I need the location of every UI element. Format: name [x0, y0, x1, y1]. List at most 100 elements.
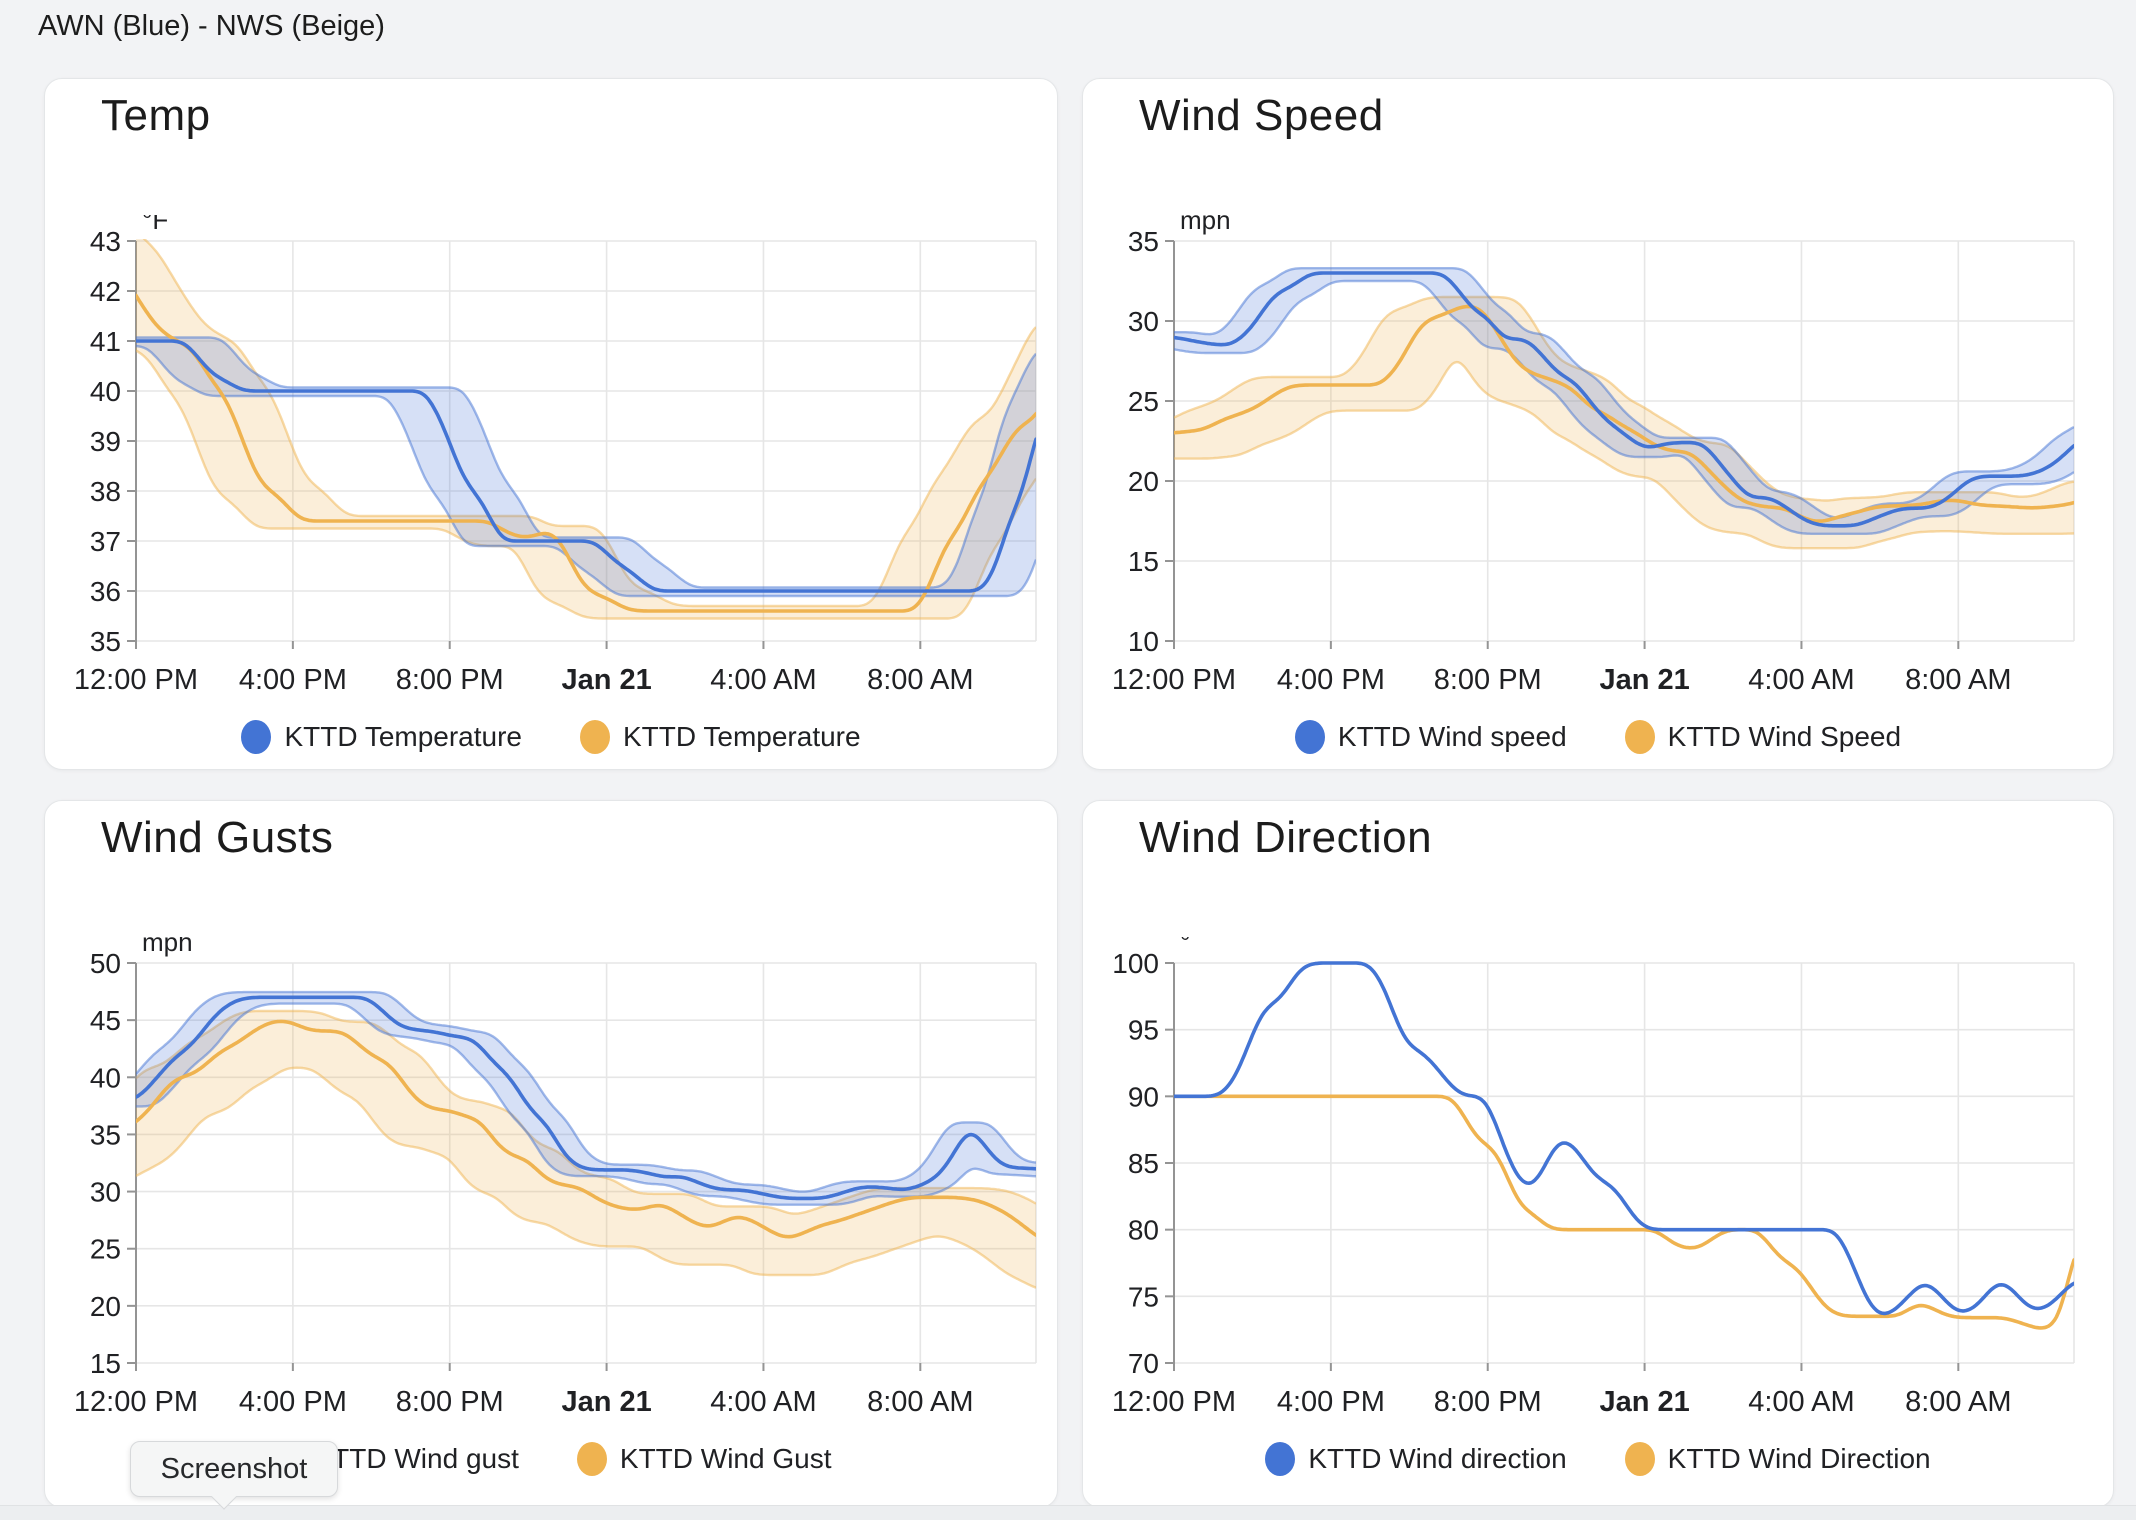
- x-tick-label: 8:00 PM: [396, 664, 504, 696]
- x-tick-label: 8:00 PM: [396, 1386, 504, 1418]
- temp-line-nws_beige: [136, 293, 1036, 613]
- wind-speed-band-awn_blue: [1174, 268, 2074, 534]
- legend-item-nws_beige[interactable]: KTTD Temperature: [580, 720, 861, 754]
- x-tick-label: 8:00 AM: [1905, 664, 2011, 696]
- temp-plot-area[interactable]: [136, 241, 1036, 641]
- wind-speed-band-edge: [1174, 267, 2074, 519]
- wind-speed-legend: KTTD Wind speed KTTD Wind Speed: [1083, 715, 2113, 759]
- legend-label: KTTD Temperature: [623, 721, 861, 752]
- x-tick-label: Jan 21: [1599, 1386, 1689, 1418]
- temp-band-edge: [142, 239, 1036, 608]
- y-tick-label: 36: [90, 576, 121, 607]
- x-tick-label: 4:00 AM: [710, 1386, 816, 1418]
- y-tick-label: 40: [90, 1062, 121, 1093]
- y-tick-label: 43: [90, 226, 121, 257]
- x-tick-label: Jan 21: [561, 1386, 651, 1418]
- y-tick-label: 90: [1128, 1081, 1159, 1112]
- x-tick-label: 8:00 AM: [867, 664, 973, 696]
- y-tick-label: 10: [1128, 626, 1159, 657]
- temp-band-awn_blue: [136, 337, 1036, 596]
- y-tick-label: 39: [90, 426, 121, 457]
- legend-item-nws_beige[interactable]: KTTD Wind Gust: [576, 1442, 832, 1476]
- y-axis-unit-label: mph: [1180, 215, 1231, 235]
- y-tick-label: 20: [90, 1291, 121, 1322]
- wind-gusts-band-nws_beige: [136, 1011, 1036, 1288]
- screenshot-tooltip: Screenshot: [130, 1441, 338, 1510]
- legend-dot-icon: [576, 1442, 607, 1476]
- legend-item-nws_beige[interactable]: KTTD Wind Direction: [1624, 1442, 1931, 1476]
- wind-speed-plot-area[interactable]: [1174, 241, 2074, 641]
- wind-direction-line-nws_beige: [1174, 1094, 2074, 1330]
- y-tick-label: 45: [90, 1005, 121, 1036]
- legend-dot-icon: [241, 720, 272, 754]
- legend-item-awn_blue[interactable]: KTTD Temperature: [241, 720, 522, 754]
- wind-speed-chart[interactable]: 35 30 25 20 15 10 12:00 PM 4:00 PM 8:00 PM Jan 21…: [1083, 215, 2095, 735]
- wind-direction-plot-area[interactable]: [1174, 963, 2074, 1363]
- temp-line-awn_blue: [136, 339, 1036, 593]
- x-tick-label: 4:00 AM: [1748, 1386, 1854, 1418]
- wind-direction-chart-title: Wind Direction: [1139, 813, 1433, 862]
- temp-band-edge: [136, 349, 1036, 620]
- y-tick-label: 25: [1128, 386, 1159, 417]
- x-tick-label: 12:00 PM: [1112, 1386, 1236, 1418]
- wind-gusts-band-edge: [136, 1002, 1036, 1206]
- y-tick-label: 75: [1128, 1281, 1159, 1312]
- wind-speed-band-edge: [1174, 295, 2074, 502]
- y-tick-label: 80: [1128, 1215, 1159, 1246]
- x-tick-label: 4:00 PM: [1277, 664, 1385, 696]
- legend-item-awn_blue[interactable]: KTTD Wind speed: [1294, 720, 1567, 754]
- x-tick-label: 4:00 PM: [1277, 1386, 1385, 1418]
- wind-gusts-chart-title: Wind Gusts: [101, 813, 334, 862]
- x-tick-label: 12:00 PM: [74, 1386, 198, 1418]
- legend-dot-icon: [1624, 1442, 1655, 1476]
- x-tick-label: 8:00 PM: [1434, 664, 1542, 696]
- temp-band-nws_beige: [136, 239, 1036, 619]
- wind-gusts-card: Wind Gusts 50 45 40 35 30 25 20 15 12:00 PM 4:00 …: [44, 800, 1058, 1508]
- x-tick-label: 4:00 AM: [1748, 664, 1854, 696]
- legend-label: KTTD Temperature: [284, 721, 522, 752]
- x-tick-label: 8:00 PM: [1434, 1386, 1542, 1418]
- wind-gusts-band-awn_blue: [136, 992, 1036, 1205]
- y-tick-label: 70: [1128, 1348, 1159, 1379]
- legend-label: KTTD Wind Gust: [619, 1443, 832, 1474]
- legend-label: KTTD Wind gust: [313, 1443, 519, 1474]
- x-tick-label: 4:00 PM: [239, 664, 347, 696]
- wind-direction-line-awn_blue: [1174, 961, 2074, 1316]
- legend-item-awn_blue[interactable]: KTTD Wind direction: [1265, 1442, 1567, 1476]
- y-tick-label: 15: [1128, 546, 1159, 577]
- wind-speed-chart-title: Wind Speed: [1139, 91, 1384, 140]
- temp-legend: KTTD Temperature KTTD Temperature: [45, 715, 1057, 759]
- wind-gusts-line-nws_beige: [136, 1019, 1036, 1239]
- legend-dot-icon: [1294, 720, 1325, 754]
- legend-label: KTTD Wind Direction: [1667, 1443, 1931, 1474]
- x-tick-label: Jan 21: [561, 664, 651, 696]
- wind-direction-chart[interactable]: 100 95 90 85 80 75 70 12:00 PM 4:00 PM 8:00 PM Jan…: [1083, 937, 2095, 1457]
- screenshot-tooltip-label: Screenshot: [160, 1452, 308, 1485]
- y-tick-label: 100: [1112, 948, 1159, 979]
- legend-label: KTTD Wind direction: [1308, 1443, 1567, 1474]
- temp-band-edge: [136, 344, 1036, 598]
- y-tick-label: 15: [90, 1348, 121, 1379]
- wind-gusts-plot-area[interactable]: [136, 963, 1036, 1363]
- legend-item-nws_beige[interactable]: KTTD Wind Speed: [1624, 720, 1902, 754]
- x-tick-label: 12:00 PM: [74, 664, 198, 696]
- y-axis-unit-label: °F: [142, 215, 168, 235]
- legend-label: KTTD Wind speed: [1337, 721, 1567, 752]
- wind-speed-band-edge: [1174, 279, 2074, 535]
- temp-chart[interactable]: 43 42 41 40 39 38 37 36 35 12:00 PM 4:00 PM 8:00 PM…: [45, 215, 1057, 735]
- y-tick-label: 30: [1128, 306, 1159, 337]
- page-title: AWN (Blue) - NWS (Beige): [38, 10, 385, 42]
- y-tick-label: 95: [1128, 1015, 1159, 1046]
- y-tick-label: 40: [90, 376, 121, 407]
- wind-gusts-chart[interactable]: 50 45 40 35 30 25 20 15 12:00 PM 4:00 PM 8:00 PM Ja…: [45, 937, 1057, 1457]
- y-tick-label: 37: [90, 526, 121, 557]
- legend-dot-icon: [1265, 1442, 1296, 1476]
- y-tick-label: 50: [90, 948, 121, 979]
- wind-speed-line-nws_beige: [1174, 304, 2074, 523]
- legend-label: KTTD Wind Speed: [1667, 721, 1902, 752]
- wind-gusts-band-edge: [136, 990, 1036, 1193]
- y-tick-label: 25: [90, 1234, 121, 1265]
- wind-speed-card: Wind Speed 35 30 25 20 15 10 12:00 PM 4:00 PM 8:…: [1082, 78, 2114, 770]
- wind-gusts-band-edge: [136, 1066, 1036, 1289]
- y-axis-unit-label: mph: [142, 937, 193, 957]
